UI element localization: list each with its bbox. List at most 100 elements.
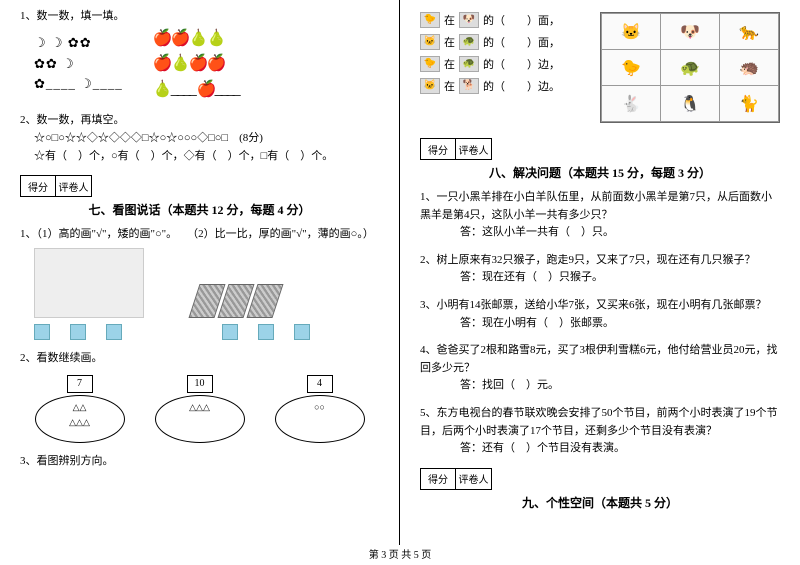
q1-title: 1、数一数，填一填。 — [20, 8, 379, 26]
q2-title: 2、数一数，再填空。 — [20, 112, 379, 130]
q7-1-pics — [20, 248, 379, 318]
q8-item: 3、小明有14张邮票，送给小华7张，又买来6张，现在小明有几张邮票？答：现在小明… — [420, 297, 780, 332]
num-box: 4 — [307, 375, 333, 393]
oval: △△△ — [155, 395, 245, 443]
q-text: 1、一只小黑羊排在小白羊队伍里，从前面数小黑羊是第7只，从后面数小黑羊是第4只，… — [420, 189, 780, 224]
table-row: 🐇🐧🐈 — [602, 86, 779, 122]
oval-content: △△△ — [189, 400, 210, 414]
stars-fill: ✿____ ☽____ — [34, 74, 123, 95]
grader-label: 评卷人 — [456, 138, 492, 160]
num-box: 10 — [187, 375, 213, 393]
stars-l2: ✿✿ ☽ — [34, 54, 123, 75]
q7-1: 1、（1）高的画"√"，矮的画"○"。 （2）比一比，厚的画"√"，薄的画○。） — [20, 226, 379, 340]
t2: 的（ ）面， — [483, 34, 560, 50]
q8-item: 4、爸爸买了2根和路雪8元，买了3根伊利雪糕6元，他付给营业员20元，找回多少元… — [420, 342, 780, 395]
q1-figures: ☽ ☽ ✿✿ ✿✿ ☽ ✿____ ☽____ 🍎🍎🍐🍐 🍎🍐🍎🍎 🍐____ … — [20, 26, 379, 103]
apples-l1: 🍎🍎🍐🍐 — [153, 26, 239, 52]
worksheet-page: 1、数一数，填一填。 ☽ ☽ ✿✿ ✿✿ ☽ ✿____ ☽____ 🍎🍎🍐🍐 … — [0, 0, 800, 545]
q2-shapes: ☆○□○☆☆◇☆◇◇◇□☆○☆○○○◇□○□ (8分) — [20, 130, 379, 148]
section-9-title: 九、个性空间（本题共 5 分） — [420, 494, 780, 511]
q7-2-title: 2、看数继续画。 — [20, 350, 379, 368]
q-text: 5、东方电视台的春节联欢晚会安排了50个节目，前两个小时表演了19个节目，后两个… — [420, 405, 780, 440]
oval-group: 10 △△△ — [155, 375, 245, 443]
score-box-7: 得分 评卷人 — [20, 175, 379, 197]
q7-3-title: 3、看图辨别方向。 — [20, 453, 379, 471]
q8-list: 1、一只小黑羊排在小白羊队伍里，从前面数小黑羊是第7只，从后面数小黑羊是第4只，… — [420, 189, 780, 458]
animal-icon: 🐤 — [420, 12, 440, 28]
oval-group: 4 ○○ — [275, 375, 365, 443]
table-row: 🐱🐶🐆 — [602, 14, 779, 50]
answer-box — [70, 324, 86, 340]
grid-cell: 🐧 — [661, 86, 720, 122]
animal-icon: 🐱 — [420, 34, 440, 50]
animal-icon: 🐢 — [459, 56, 479, 72]
apples-fill: 🍐____ 🍎____ — [153, 77, 239, 103]
animal-icon: 🐕 — [459, 78, 479, 94]
q8-item: 2、树上原来有32只猴子，跑走9只，又来了7只，现在还有几只猴子？答：现在还有（… — [420, 252, 780, 287]
t: 在 — [444, 78, 455, 94]
q-text: 3、小明有14张邮票，送给小华7张，又买来6张，现在小明有几张邮票？ — [420, 297, 780, 315]
answer-box — [34, 324, 50, 340]
t: 在 — [444, 56, 455, 72]
answer-box — [222, 324, 238, 340]
q7-1-row: 1、（1）高的画"√"，矮的画"○"。 （2）比一比，厚的画"√"，薄的画○。） — [20, 226, 379, 244]
oval-content: △△ △△△ — [69, 400, 90, 429]
t2: 的（ ）面， — [483, 12, 560, 28]
page-footer: 第 3 页 共 5 页 — [0, 546, 800, 561]
score-label: 得分 — [420, 138, 456, 160]
q1-stars: ☽ ☽ ✿✿ ✿✿ ☽ ✿____ ☽____ — [34, 33, 123, 95]
q8-item: 1、一只小黑羊排在小白羊队伍里，从前面数小黑羊是第7只，从后面数小黑羊是第4只，… — [420, 189, 780, 242]
t2: 的（ ）边。 — [483, 78, 560, 94]
q7-3: 3、看图辨别方向。 — [20, 453, 379, 471]
grid-cell: 🐈 — [720, 86, 779, 122]
oval-row: 7 △△ △△△ 10 △△△ 4 ○○ — [20, 375, 379, 443]
grid-cell: 🐤 — [602, 50, 661, 86]
score-box-8: 得分 评卷人 — [420, 138, 780, 160]
spacer — [142, 324, 202, 340]
section-7-title: 七、看图说话（本题共 12 分，每题 4 分） — [20, 201, 379, 218]
oval-group: 7 △△ △△△ — [35, 375, 125, 443]
q-text: 2、树上原来有32只猴子，跑走9只，又来了7只，现在还有几只猴子？ — [420, 252, 780, 270]
score-label: 得分 — [420, 468, 456, 490]
oval: △△ △△△ — [35, 395, 125, 443]
left-column: 1、数一数，填一填。 ☽ ☽ ✿✿ ✿✿ ☽ ✿____ ☽____ 🍎🍎🍐🍐 … — [0, 0, 400, 545]
right-column: 🐤在🐶的（ ）面， 🐱在🐢的（ ）面， 🐤在🐢的（ ）边， 🐱在🐕的（ ）边。 … — [400, 0, 800, 545]
animal-icon: 🐶 — [459, 12, 479, 28]
q8-item: 5、东方电视台的春节联欢晚会安排了50个节目，前两个小时表演了19个节目，后两个… — [420, 405, 780, 458]
grid-cell: 🐢 — [661, 50, 720, 86]
heights-pic — [34, 248, 144, 318]
grid-cell: 🐱 — [602, 14, 661, 50]
animal-icon: 🐢 — [459, 34, 479, 50]
animal-grid: 🐱🐶🐆 🐤🐢🦔 🐇🐧🐈 — [600, 12, 780, 123]
answer-box — [258, 324, 274, 340]
oval: ○○ — [275, 395, 365, 443]
t2: 的（ ）边， — [483, 56, 560, 72]
t: 在 — [444, 12, 455, 28]
q7-1a: 1、（1）高的画"√"，矮的画"○"。 — [20, 226, 177, 244]
grid-cell: 🦔 — [720, 50, 779, 86]
books-pic — [194, 284, 278, 318]
q2-fill: ☆有（ ）个，○有（ ）个，◇有（ ）个，□有（ ）个。 — [20, 148, 379, 166]
q-text: 4、爸爸买了2根和路雪8元，买了3根伊利雪糕6元，他付给营业员20元，找回多少元… — [420, 342, 780, 377]
animal-icon: 🐤 — [420, 56, 440, 72]
q-ans: 答：这队小羊一共有（ ）只。 — [420, 224, 780, 242]
q-ans: 答：找回（ ）元。 — [420, 377, 780, 395]
animal-icon: 🐱 — [420, 78, 440, 94]
apples-l2: 🍎🍐🍎🍎 — [153, 51, 239, 77]
section-8-title: 八、解决问题（本题共 15 分，每题 3 分） — [420, 164, 780, 181]
grid-table: 🐱🐶🐆 🐤🐢🦔 🐇🐧🐈 — [601, 13, 779, 122]
q-ans: 答：现在还有（ ）只猴子。 — [420, 269, 780, 287]
grid-cell: 🐶 — [661, 14, 720, 50]
q7-1-boxes — [20, 324, 379, 340]
q1-apples: 🍎🍎🍐🍐 🍎🍐🍎🍎 🍐____ 🍎____ — [153, 26, 239, 103]
oval-content: ○○ — [314, 400, 325, 414]
num-box: 7 — [67, 375, 93, 393]
grid-cell: 🐆 — [720, 14, 779, 50]
answer-box — [294, 324, 310, 340]
table-row: 🐤🐢🦔 — [602, 50, 779, 86]
stars-l1: ☽ ☽ ✿✿ — [34, 33, 123, 54]
q7-2: 2、看数继续画。 7 △△ △△△ 10 △△△ 4 ○○ — [20, 350, 379, 444]
t: 在 — [444, 34, 455, 50]
q-ans: 答：现在小明有（ ）张邮票。 — [420, 315, 780, 333]
grid-cell: 🐇 — [602, 86, 661, 122]
